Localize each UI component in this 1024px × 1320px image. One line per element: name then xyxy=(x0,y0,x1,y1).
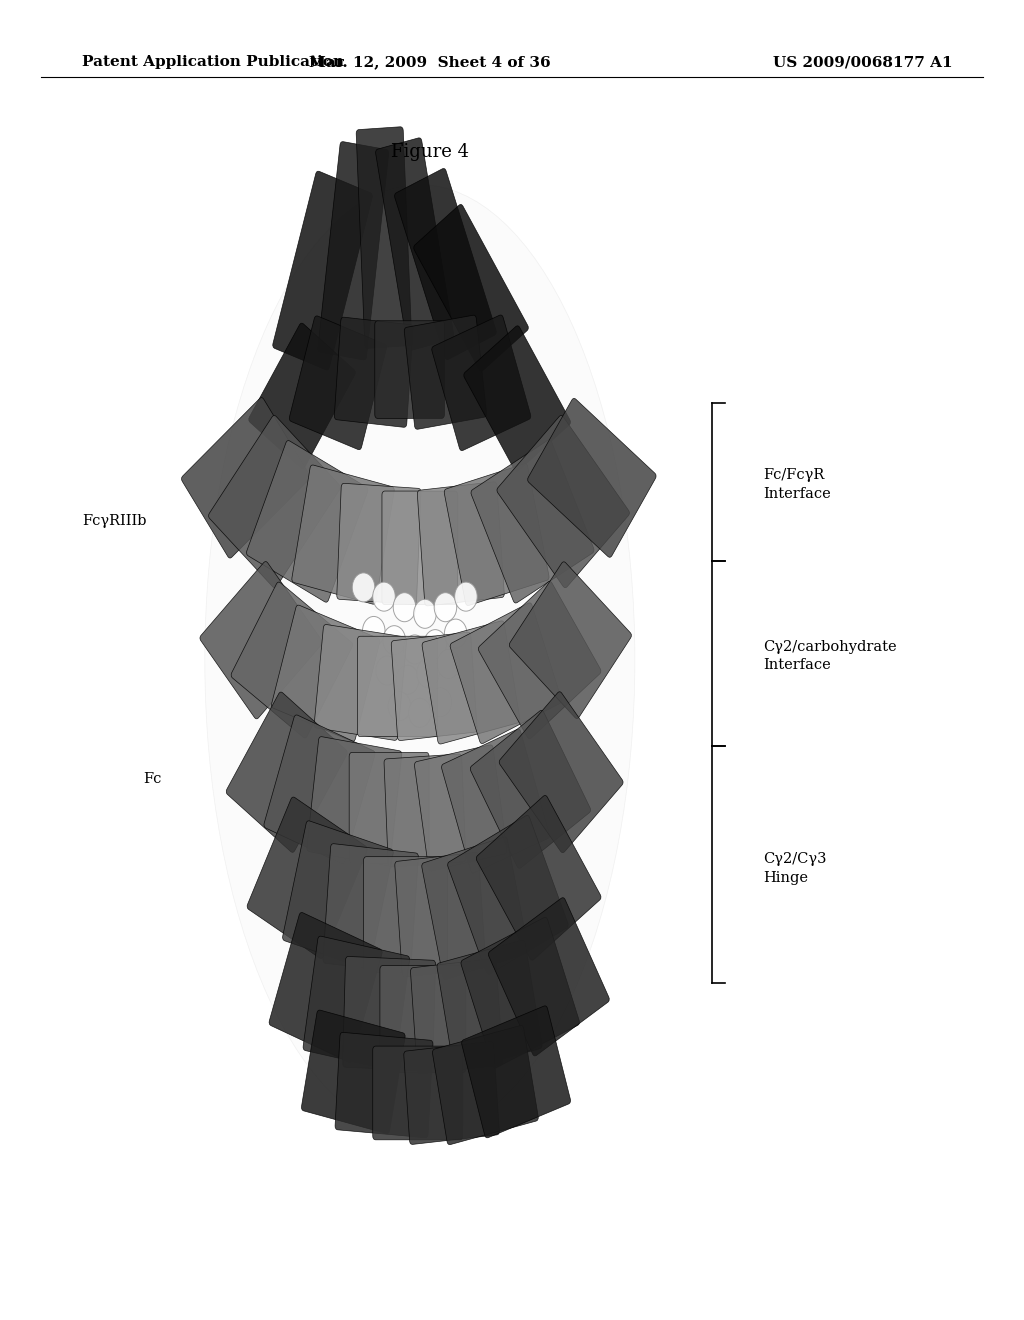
FancyBboxPatch shape xyxy=(461,917,580,1068)
Circle shape xyxy=(429,688,452,717)
Circle shape xyxy=(396,665,419,694)
Text: Patent Application Publication: Patent Application Publication xyxy=(82,55,344,69)
FancyBboxPatch shape xyxy=(314,624,407,741)
Text: US 2009/0068177 A1: US 2009/0068177 A1 xyxy=(773,55,952,69)
FancyBboxPatch shape xyxy=(437,940,542,1072)
FancyBboxPatch shape xyxy=(317,141,389,360)
FancyBboxPatch shape xyxy=(272,172,373,370)
FancyBboxPatch shape xyxy=(497,416,630,587)
Circle shape xyxy=(455,582,477,611)
FancyBboxPatch shape xyxy=(394,169,497,359)
FancyBboxPatch shape xyxy=(334,317,414,428)
FancyBboxPatch shape xyxy=(376,137,454,351)
FancyBboxPatch shape xyxy=(488,898,609,1056)
FancyBboxPatch shape xyxy=(307,737,401,866)
FancyBboxPatch shape xyxy=(380,966,466,1072)
FancyBboxPatch shape xyxy=(292,465,394,605)
FancyBboxPatch shape xyxy=(395,853,485,977)
FancyBboxPatch shape xyxy=(432,1026,539,1144)
Circle shape xyxy=(414,599,436,628)
FancyBboxPatch shape xyxy=(375,321,444,418)
FancyBboxPatch shape xyxy=(323,843,419,973)
FancyBboxPatch shape xyxy=(432,315,530,450)
Circle shape xyxy=(383,626,406,655)
FancyBboxPatch shape xyxy=(290,315,386,450)
Text: FcγRIIIb: FcγRIIIb xyxy=(82,515,146,528)
FancyBboxPatch shape xyxy=(271,605,380,742)
FancyBboxPatch shape xyxy=(226,692,347,853)
FancyBboxPatch shape xyxy=(357,636,437,737)
FancyBboxPatch shape xyxy=(415,744,507,871)
FancyBboxPatch shape xyxy=(414,205,528,371)
Circle shape xyxy=(417,659,439,688)
FancyBboxPatch shape xyxy=(478,581,601,739)
FancyBboxPatch shape xyxy=(356,127,412,348)
FancyBboxPatch shape xyxy=(422,620,520,744)
Circle shape xyxy=(409,698,431,727)
FancyBboxPatch shape xyxy=(444,463,549,606)
FancyBboxPatch shape xyxy=(382,491,458,605)
Circle shape xyxy=(437,649,460,678)
FancyBboxPatch shape xyxy=(500,692,623,853)
FancyBboxPatch shape xyxy=(373,1045,463,1140)
FancyBboxPatch shape xyxy=(391,632,477,741)
Text: Cγ2/carbohydrate
Interface: Cγ2/carbohydrate Interface xyxy=(763,640,896,672)
FancyBboxPatch shape xyxy=(247,441,368,602)
FancyBboxPatch shape xyxy=(200,561,323,719)
FancyBboxPatch shape xyxy=(476,796,601,960)
Circle shape xyxy=(444,619,467,648)
FancyBboxPatch shape xyxy=(464,326,570,471)
FancyBboxPatch shape xyxy=(301,1010,406,1134)
FancyBboxPatch shape xyxy=(283,821,393,969)
FancyBboxPatch shape xyxy=(471,440,594,603)
FancyBboxPatch shape xyxy=(337,483,421,605)
FancyBboxPatch shape xyxy=(364,857,447,973)
FancyBboxPatch shape xyxy=(411,958,503,1074)
Text: Mar. 12, 2009  Sheet 4 of 36: Mar. 12, 2009 Sheet 4 of 36 xyxy=(309,55,551,69)
Text: Fc: Fc xyxy=(143,772,162,785)
FancyBboxPatch shape xyxy=(181,397,310,558)
Circle shape xyxy=(424,630,446,659)
Circle shape xyxy=(352,573,375,602)
Text: Figure 4: Figure 4 xyxy=(391,143,469,161)
Ellipse shape xyxy=(205,185,635,1135)
FancyBboxPatch shape xyxy=(451,603,561,743)
FancyBboxPatch shape xyxy=(404,315,486,429)
FancyBboxPatch shape xyxy=(441,729,550,874)
FancyBboxPatch shape xyxy=(264,715,375,863)
Circle shape xyxy=(373,582,395,611)
FancyBboxPatch shape xyxy=(249,323,355,469)
Circle shape xyxy=(403,635,426,664)
Circle shape xyxy=(388,692,411,721)
FancyBboxPatch shape xyxy=(509,562,632,718)
FancyBboxPatch shape xyxy=(349,752,429,863)
FancyBboxPatch shape xyxy=(418,482,504,606)
Circle shape xyxy=(376,656,398,685)
FancyBboxPatch shape xyxy=(209,416,340,587)
Text: Cγ2/Cγ3
Hinge: Cγ2/Cγ3 Hinge xyxy=(763,853,826,884)
Circle shape xyxy=(434,593,457,622)
FancyBboxPatch shape xyxy=(447,816,568,974)
FancyBboxPatch shape xyxy=(470,710,591,869)
FancyBboxPatch shape xyxy=(403,1041,500,1144)
FancyBboxPatch shape xyxy=(422,837,528,979)
FancyBboxPatch shape xyxy=(231,582,352,738)
FancyBboxPatch shape xyxy=(335,1032,433,1138)
FancyBboxPatch shape xyxy=(247,797,368,958)
FancyBboxPatch shape xyxy=(462,1006,570,1138)
FancyBboxPatch shape xyxy=(303,936,410,1071)
FancyBboxPatch shape xyxy=(384,754,466,867)
FancyBboxPatch shape xyxy=(527,399,656,557)
Text: Fc/FcγR
Interface: Fc/FcγR Interface xyxy=(763,469,830,500)
Circle shape xyxy=(362,616,385,645)
FancyBboxPatch shape xyxy=(343,957,435,1071)
Circle shape xyxy=(393,593,416,622)
FancyBboxPatch shape xyxy=(269,912,382,1063)
